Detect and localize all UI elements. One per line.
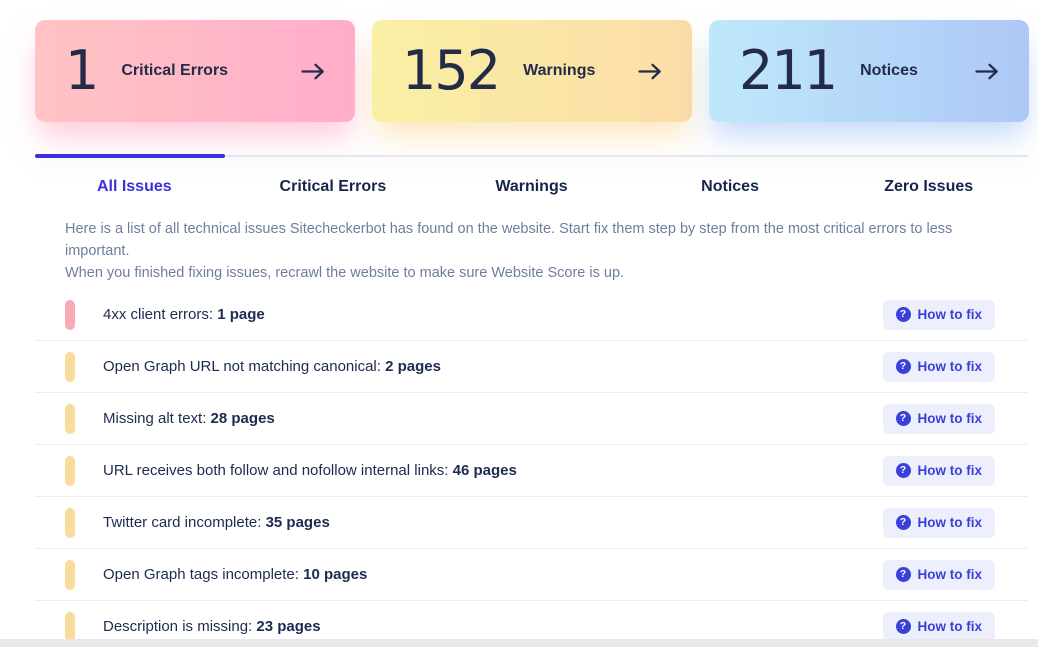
issue-count: 23 pages (256, 618, 321, 635)
how-to-fix-label: How to fix (917, 359, 983, 374)
how-to-fix-label: How to fix (917, 307, 983, 322)
tab-critical-errors[interactable]: Critical Errors (279, 178, 387, 195)
arrow-right-icon[interactable] (301, 63, 325, 80)
how-to-fix-label: How to fix (917, 411, 983, 426)
tab-notices[interactable]: Notices (701, 178, 759, 195)
issue-title: Open Graph tags incomplete: (103, 566, 299, 583)
issue-text: 4xx client errors: 1 page (103, 306, 265, 323)
issue-count: 10 pages (303, 566, 368, 583)
issue-count: 28 pages (210, 410, 275, 427)
tab-zero-issues[interactable]: Zero Issues (884, 178, 974, 195)
issue-row[interactable]: 4xx client errors: 1 page ? How to fix (35, 289, 1028, 341)
severity-pill (65, 507, 75, 538)
question-icon: ? (895, 463, 911, 478)
issue-text: Description is missing: 23 pages (103, 618, 321, 635)
tab-divider-line (35, 155, 1028, 157)
severity-pill (65, 559, 75, 590)
issue-count: 35 pages (265, 514, 330, 531)
issue-text: Twitter card incomplete: 35 pages (103, 514, 330, 531)
issue-text: Open Graph tags incomplete: 10 pages (103, 566, 367, 583)
issue-title: Twitter card incomplete: (103, 514, 262, 531)
how-to-fix-label: How to fix (917, 463, 983, 478)
issue-text: Missing alt text: 28 pages (103, 410, 275, 427)
issues-list: 4xx client errors: 1 page ? How to fix O… (35, 289, 1028, 647)
issue-text: Open Graph URL not matching canonical: 2… (103, 358, 441, 375)
description-line: Here is a list of all technical issues S… (65, 221, 953, 259)
summary-card-notices[interactable]: 211 Notices (709, 20, 1029, 122)
how-to-fix-button[interactable]: ? How to fix (882, 299, 995, 330)
how-to-fix-button[interactable]: ? How to fix (882, 455, 995, 486)
issue-title: URL receives both follow and nofollow in… (103, 462, 449, 479)
card-count: 1 (65, 39, 99, 102)
how-to-fix-label: How to fix (917, 567, 983, 582)
severity-pill (65, 455, 75, 486)
tab-all-issues[interactable]: All Issues (96, 178, 172, 195)
active-tab-indicator (35, 154, 225, 158)
question-icon: ? (895, 567, 911, 582)
issues-description: Here is a list of all technical issues S… (65, 218, 995, 284)
card-count: 152 (402, 39, 501, 102)
issue-count: 2 pages (385, 358, 441, 375)
summary-card-critical-errors[interactable]: 1 Critical Errors (35, 20, 355, 122)
severity-pill (65, 299, 75, 330)
issue-row[interactable]: URL receives both follow and nofollow in… (35, 445, 1028, 497)
issue-row[interactable]: Twitter card incomplete: 35 pages ? How … (35, 497, 1028, 549)
question-icon: ? (895, 515, 911, 530)
severity-pill (65, 403, 75, 434)
how-to-fix-button[interactable]: ? How to fix (882, 351, 995, 382)
issue-row[interactable]: Open Graph tags incomplete: 10 pages ? H… (35, 549, 1028, 601)
issue-row[interactable]: Open Graph URL not matching canonical: 2… (35, 341, 1028, 393)
summary-cards: 1 Critical Errors 152 Warnings 211 Notic… (35, 20, 1029, 122)
issue-count: 46 pages (452, 462, 517, 479)
bottom-band (0, 639, 1038, 647)
tab-warnings[interactable]: Warnings (495, 178, 568, 195)
arrow-right-icon[interactable] (638, 63, 662, 80)
issue-title: 4xx client errors: (103, 306, 214, 323)
card-label: Critical Errors (121, 62, 229, 79)
question-icon: ? (895, 307, 911, 322)
how-to-fix-button[interactable]: ? How to fix (882, 403, 995, 434)
how-to-fix-button[interactable]: ? How to fix (882, 559, 995, 590)
issue-count: 1 page (217, 306, 265, 323)
issue-title: Missing alt text: (103, 410, 207, 427)
card-label: Notices (860, 62, 918, 79)
issue-title: Open Graph URL not matching canonical: (103, 358, 381, 375)
how-to-fix-label: How to fix (917, 619, 983, 634)
question-icon: ? (895, 411, 911, 426)
question-icon: ? (895, 359, 911, 374)
issue-row[interactable]: Missing alt text: 28 pages ? How to fix (35, 393, 1028, 445)
tab-bar: All Issues Critical Errors Warnings Notices… (35, 172, 1028, 202)
how-to-fix-button[interactable]: ? How to fix (882, 611, 995, 642)
description-line: When you finished fixing issues, recrawl… (65, 265, 625, 281)
summary-card-warnings[interactable]: 152 Warnings (372, 20, 692, 122)
how-to-fix-label: How to fix (917, 515, 983, 530)
issue-text: URL receives both follow and nofollow in… (103, 462, 517, 479)
card-count: 211 (739, 39, 838, 102)
question-icon: ? (895, 619, 911, 634)
arrow-right-icon[interactable] (975, 63, 999, 80)
card-label: Warnings (523, 62, 596, 79)
severity-pill (65, 611, 75, 642)
issue-title: Description is missing: (103, 618, 253, 635)
severity-pill (65, 351, 75, 382)
how-to-fix-button[interactable]: ? How to fix (882, 507, 995, 538)
